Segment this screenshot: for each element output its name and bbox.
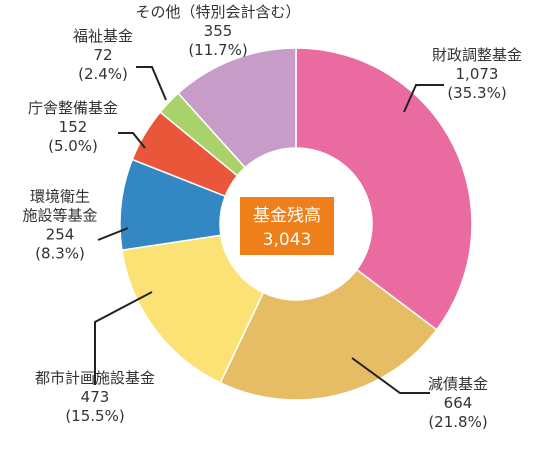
slice-value-1: 1,073 bbox=[456, 65, 499, 83]
slice-name-2: 減債基金 bbox=[428, 375, 488, 393]
slice-value-2: 664 bbox=[444, 394, 473, 412]
slice-1 bbox=[295, 47, 473, 331]
slice-value-6: 72 bbox=[93, 46, 112, 64]
slice-name-3: 都市計画施設基金 bbox=[35, 369, 155, 387]
leader-line-1 bbox=[403, 84, 444, 113]
slice-name-4-line-1: 環境衛生 bbox=[30, 188, 90, 206]
donut-slices bbox=[119, 47, 473, 401]
leader-line-2 bbox=[351, 357, 430, 394]
leader-line-6 bbox=[136, 66, 167, 101]
slice-name-6: 福祉基金 bbox=[73, 27, 133, 45]
slice-name-1: 財政調整基金 bbox=[432, 46, 522, 64]
slice-name-5: 庁舎整備基金 bbox=[28, 99, 118, 117]
slice-value-7: 355 bbox=[204, 22, 233, 40]
slice-name-7: その他（特別会計含む） bbox=[135, 3, 300, 21]
slice-percent-1: (35.3%) bbox=[447, 84, 506, 102]
slice-percent-7: (11.7%) bbox=[188, 41, 247, 59]
slice-percent-3: (15.5%) bbox=[65, 407, 124, 425]
slice-value-4: 254 bbox=[46, 226, 75, 244]
center-value: 3,043 bbox=[263, 230, 312, 250]
slice-percent-4: (8.3%) bbox=[35, 245, 85, 263]
slice-value-5: 152 bbox=[59, 118, 88, 136]
slice-value-3: 473 bbox=[81, 388, 110, 406]
center-label: 基金残高 bbox=[253, 206, 321, 226]
leader-line-5 bbox=[118, 132, 146, 149]
leader-line-3 bbox=[94, 291, 153, 385]
center-label-box bbox=[240, 197, 334, 255]
slice-percent-2: (21.8%) bbox=[428, 413, 487, 431]
slice-percent-6: (2.4%) bbox=[78, 65, 128, 83]
leader-line-4 bbox=[97, 227, 129, 241]
leader-lines bbox=[94, 66, 444, 394]
slice-name-4-line-2: 施設等基金 bbox=[22, 207, 97, 225]
slice-percent-5: (5.0%) bbox=[48, 137, 98, 155]
